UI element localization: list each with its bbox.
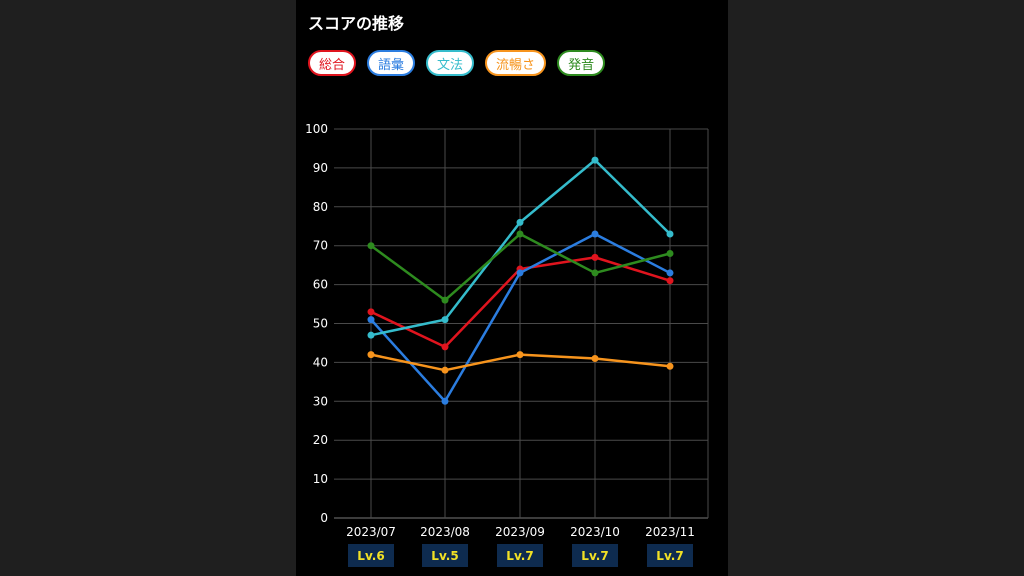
y-tick-label: 0 bbox=[320, 511, 328, 525]
data-point bbox=[441, 343, 449, 351]
legend-chip-pronunciation[interactable]: 発音 bbox=[557, 50, 606, 76]
y-tick-label: 90 bbox=[313, 161, 328, 175]
level-badge: Lv.5 bbox=[422, 544, 468, 567]
x-tick-label: 2023/10 bbox=[570, 525, 620, 539]
data-point bbox=[441, 366, 449, 374]
y-tick-label: 10 bbox=[313, 472, 328, 486]
x-tick-label: 2023/09 bbox=[495, 525, 545, 539]
page-title: スコアの推移 bbox=[308, 14, 405, 33]
level-badge: Lv.7 bbox=[647, 544, 693, 567]
data-point bbox=[367, 316, 375, 324]
data-point bbox=[367, 242, 375, 250]
y-tick-label: 100 bbox=[305, 122, 328, 136]
legend-chip-fluency[interactable]: 流暢さ bbox=[485, 50, 547, 76]
data-point bbox=[666, 277, 674, 285]
legend-chip-overall[interactable]: 総合 bbox=[308, 50, 357, 76]
level-badges: Lv.6 Lv.5 Lv.7 Lv.7 Lv.7 bbox=[296, 544, 728, 568]
data-point bbox=[367, 351, 375, 359]
data-point bbox=[591, 269, 599, 277]
data-point bbox=[441, 316, 449, 324]
legend: 総合 語彙 文法 流暢さ 発音 bbox=[308, 50, 606, 76]
y-tick-label: 80 bbox=[313, 200, 328, 214]
data-point bbox=[666, 269, 674, 277]
data-point bbox=[591, 253, 599, 261]
data-point bbox=[516, 269, 524, 277]
y-tick-label: 70 bbox=[313, 239, 328, 253]
y-tick-label: 50 bbox=[313, 317, 328, 331]
y-tick-label: 30 bbox=[313, 394, 328, 408]
legend-chip-vocabulary[interactable]: 語彙 bbox=[367, 50, 416, 76]
data-point bbox=[666, 362, 674, 370]
x-tick-label: 2023/08 bbox=[420, 525, 470, 539]
data-point bbox=[516, 218, 524, 226]
line-chart: 0 10 20 30 40 50 60 70 80 90 100 2023/07 2023/08 2023… bbox=[305, 122, 709, 539]
y-tick-label: 20 bbox=[313, 433, 328, 447]
chart-screen: スコアの推移 総合 語彙 文法 流暢さ 発音 0 10 20 30 40 50 60 70 80… bbox=[296, 0, 728, 576]
y-tick-label: 40 bbox=[313, 355, 328, 369]
level-badge: Lv.6 bbox=[348, 544, 394, 567]
x-tick-label: 2023/11 bbox=[645, 525, 695, 539]
data-point bbox=[516, 351, 524, 359]
legend-chip-grammar[interactable]: 文法 bbox=[426, 50, 475, 76]
data-point bbox=[516, 230, 524, 238]
data-point bbox=[367, 331, 375, 339]
data-point bbox=[367, 308, 375, 316]
data-point bbox=[666, 249, 674, 257]
level-badge: Lv.7 bbox=[572, 544, 618, 567]
level-badge: Lv.7 bbox=[497, 544, 543, 567]
y-tick-label: 60 bbox=[313, 278, 328, 292]
data-point bbox=[591, 156, 599, 164]
x-tick-label: 2023/07 bbox=[346, 525, 396, 539]
data-point bbox=[591, 230, 599, 238]
data-point bbox=[666, 230, 674, 238]
data-point bbox=[591, 355, 599, 363]
data-point bbox=[441, 397, 449, 405]
data-point bbox=[441, 296, 449, 304]
